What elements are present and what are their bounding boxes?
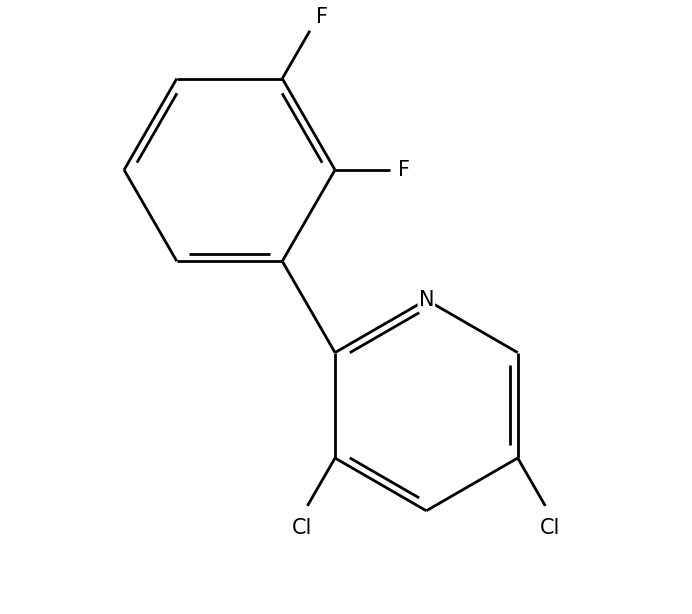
Text: Cl: Cl [540,518,561,538]
Text: F: F [316,7,328,26]
Text: N: N [419,290,434,310]
Text: F: F [399,160,410,180]
Text: Cl: Cl [292,518,313,538]
